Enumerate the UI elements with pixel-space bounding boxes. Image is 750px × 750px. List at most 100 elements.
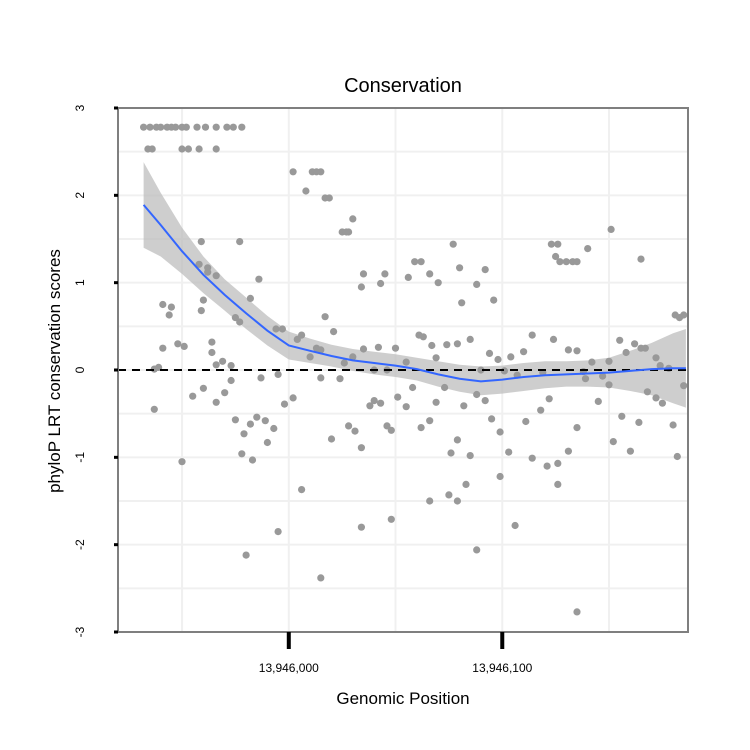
y-tick-label: 0 bbox=[73, 366, 87, 373]
chart-title: Conservation bbox=[344, 75, 462, 97]
data-point bbox=[178, 145, 186, 153]
data-point bbox=[231, 416, 239, 424]
data-point bbox=[545, 395, 553, 403]
y-tick-label: 3 bbox=[73, 104, 87, 111]
data-point bbox=[298, 331, 306, 339]
data-point bbox=[658, 399, 667, 407]
data-point bbox=[359, 345, 368, 353]
data-point bbox=[428, 341, 436, 350]
data-point bbox=[377, 399, 385, 407]
data-point bbox=[426, 270, 434, 278]
data-point bbox=[490, 296, 498, 304]
data-point bbox=[357, 523, 365, 531]
data-point bbox=[306, 353, 314, 361]
data-point bbox=[201, 123, 210, 131]
data-point bbox=[605, 381, 613, 389]
y-tick-label: -2 bbox=[73, 539, 87, 550]
data-point bbox=[317, 374, 325, 382]
data-point bbox=[212, 123, 220, 131]
data-point bbox=[443, 341, 451, 349]
data-point bbox=[374, 343, 382, 351]
data-point bbox=[453, 436, 461, 444]
data-point bbox=[227, 376, 235, 385]
data-point bbox=[150, 405, 158, 413]
data-point bbox=[673, 452, 681, 461]
data-point bbox=[466, 335, 474, 343]
data-point bbox=[622, 348, 630, 357]
data-point bbox=[409, 383, 417, 392]
data-point bbox=[419, 333, 427, 341]
data-point bbox=[197, 307, 205, 315]
data-point bbox=[594, 397, 602, 405]
data-point bbox=[212, 398, 220, 406]
data-point bbox=[641, 344, 649, 352]
data-point bbox=[383, 422, 391, 430]
data-point bbox=[146, 123, 154, 131]
data-point bbox=[274, 370, 282, 378]
data-point bbox=[317, 168, 325, 176]
data-point bbox=[212, 361, 220, 369]
data-point bbox=[453, 497, 461, 505]
data-point bbox=[564, 447, 573, 455]
data-point bbox=[505, 448, 513, 456]
data-point bbox=[481, 266, 489, 274]
plot-area: -3 -2 -1 0 1 2 3 13,946,000 13,946,100 bbox=[73, 104, 689, 675]
data-point bbox=[278, 325, 286, 333]
data-point bbox=[445, 491, 453, 499]
data-point bbox=[547, 240, 556, 248]
data-point bbox=[199, 296, 207, 304]
data-point bbox=[280, 400, 289, 408]
data-point bbox=[272, 325, 280, 333]
data-point bbox=[511, 521, 519, 530]
data-point bbox=[543, 462, 551, 470]
data-point bbox=[148, 145, 156, 153]
data-point bbox=[370, 397, 378, 405]
y-tick-label: -3 bbox=[73, 626, 87, 637]
data-point bbox=[229, 123, 237, 131]
data-point bbox=[236, 238, 244, 246]
data-point bbox=[391, 344, 400, 352]
data-point bbox=[554, 459, 562, 467]
data-point bbox=[616, 336, 624, 344]
data-point bbox=[219, 357, 227, 365]
data-point bbox=[599, 372, 607, 380]
data-point bbox=[340, 359, 348, 367]
data-point bbox=[387, 426, 395, 434]
data-point bbox=[473, 546, 481, 554]
data-point bbox=[238, 450, 246, 458]
data-point bbox=[417, 258, 425, 266]
confidence-band bbox=[143, 162, 686, 408]
data-point bbox=[507, 353, 515, 361]
data-point bbox=[669, 421, 677, 429]
data-point bbox=[327, 435, 336, 443]
data-point bbox=[402, 358, 410, 366]
data-point bbox=[432, 398, 440, 406]
data-point bbox=[195, 145, 203, 153]
data-point bbox=[366, 402, 374, 410]
data-point bbox=[584, 245, 592, 253]
data-point bbox=[261, 417, 269, 425]
data-point bbox=[204, 264, 212, 272]
data-point bbox=[189, 392, 197, 400]
data-point bbox=[178, 458, 186, 466]
data-point bbox=[317, 346, 325, 354]
data-point bbox=[349, 353, 357, 361]
data-point bbox=[212, 272, 220, 280]
data-point bbox=[140, 123, 148, 131]
data-point bbox=[554, 480, 562, 488]
data-point bbox=[274, 528, 282, 536]
data-point bbox=[528, 331, 536, 339]
y-tick-label: 2 bbox=[73, 192, 87, 199]
data-point bbox=[626, 447, 635, 455]
data-point bbox=[246, 294, 254, 302]
data-point bbox=[488, 415, 496, 423]
data-point bbox=[618, 412, 626, 420]
data-point bbox=[208, 338, 216, 346]
data-point bbox=[242, 551, 250, 559]
data-point bbox=[402, 403, 410, 411]
data-point bbox=[325, 194, 333, 202]
data-point bbox=[605, 357, 613, 365]
data-point bbox=[184, 145, 192, 153]
data-point bbox=[458, 299, 466, 307]
